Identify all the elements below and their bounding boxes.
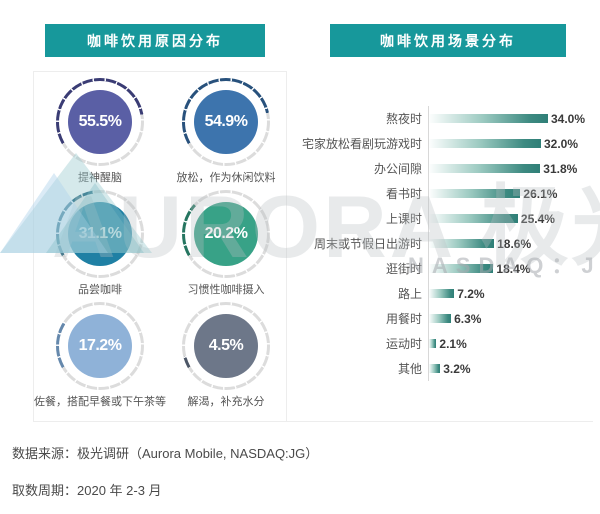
gauge-item: 55.5% 提神醒脑 <box>34 78 166 190</box>
bar-value-label: 18.6% <box>497 236 532 251</box>
reasons-card: 55.5% 提神醒脑 54.9% 放松，作为休闲饮料 31.1% 品尝咖啡 20.2% 习惯性… <box>33 71 287 422</box>
data-period-note: 取数周期：2020 年 2-3 月 <box>12 483 162 498</box>
gauge-item: 20.2% 习惯性咖啡摄入 <box>166 190 286 302</box>
bar-track: 31.8% <box>428 156 598 181</box>
gauge-ring: 54.9% <box>182 78 270 166</box>
gauge-circle: 31.1% <box>68 202 132 266</box>
gauge-label: 佐餐，搭配早餐或下午茶等 <box>34 396 166 408</box>
bar-value-label: 2.1% <box>439 336 467 351</box>
bar-category-label: 办公间隙 <box>373 162 422 176</box>
gauge-label: 品尝咖啡 <box>78 284 122 296</box>
gauge-circle: 4.5% <box>194 314 258 378</box>
gauge-value: 54.9% <box>204 113 248 130</box>
bar-value-label: 7.2% <box>457 286 485 301</box>
bar-row: 用餐时 6.3% <box>300 306 598 331</box>
bar-category-label: 周末或节假日出游时 <box>313 237 422 251</box>
bar-category-label: 其他 <box>397 362 422 376</box>
bar-track: 32.0% <box>428 131 598 156</box>
bar-row: 路上 7.2% <box>300 281 598 306</box>
gauge-label: 提神醒脑 <box>78 172 122 184</box>
gauge-value: 20.2% <box>204 225 248 242</box>
bar-value-label: 18.4% <box>496 261 531 276</box>
bar-track: 26.1% <box>428 181 598 206</box>
bar-category-label: 运动时 <box>385 337 422 351</box>
bar-row: 逛街时 18.4% <box>300 256 598 281</box>
bar-category-label: 路上 <box>397 287 422 301</box>
bar <box>429 339 437 348</box>
bar-row: 办公间隙 31.8% <box>300 156 598 181</box>
bar-track: 18.6% <box>428 231 598 256</box>
bar <box>429 264 494 273</box>
gauge-ring: 55.5% <box>56 78 144 166</box>
gauge-value: 17.2% <box>78 337 122 354</box>
gauge-circle: 54.9% <box>194 90 258 154</box>
bar-category-label: 看书时 <box>385 187 422 201</box>
bar <box>429 189 521 198</box>
gauge-label: 放松，作为休闲饮料 <box>176 172 276 184</box>
bar-category-label: 用餐时 <box>385 312 422 326</box>
gauge-circle: 20.2% <box>194 202 258 266</box>
data-source-note: 数据来源：极光调研（Aurora Mobile, NASDAQ:JG） <box>12 446 319 461</box>
bar <box>429 164 541 173</box>
bar-value-label: 26.1% <box>523 186 558 201</box>
bar-row: 周末或节假日出游时 18.6% <box>300 231 598 256</box>
right-panel-header: 咖啡饮用场景分布 <box>330 24 566 57</box>
gauge-ring: 4.5% <box>182 302 270 390</box>
scenes-bar-chart: 熬夜时 34.0% 宅家放松看剧玩游戏时 32.0% 办公间隙 31.8% 看书时 26.1%… <box>300 106 598 381</box>
bar-row: 其他 3.2% <box>300 356 598 381</box>
bar-row: 看书时 26.1% <box>300 181 598 206</box>
bar-row: 熬夜时 34.0% <box>300 106 598 131</box>
gauge-item: 17.2% 佐餐，搭配早餐或下午茶等 <box>34 302 166 414</box>
bar <box>429 139 541 148</box>
bar-category-label: 逛街时 <box>385 262 422 276</box>
bar-track: 7.2% <box>428 281 598 306</box>
bar-value-label: 32.0% <box>544 136 579 151</box>
gauge-item: 54.9% 放松，作为休闲饮料 <box>166 78 286 190</box>
bar-category-label: 宅家放松看剧玩游戏时 <box>301 137 422 151</box>
bar-row: 上课时 25.4% <box>300 206 598 231</box>
divider <box>287 421 593 422</box>
gauge-circle: 17.2% <box>68 314 132 378</box>
bar-track: 18.4% <box>428 256 598 281</box>
gauge-ring: 20.2% <box>182 190 270 278</box>
gauge-value: 31.1% <box>78 225 122 242</box>
bar-row: 运动时 2.1% <box>300 331 598 356</box>
bar <box>429 289 455 298</box>
bar-value-label: 34.0% <box>551 111 586 126</box>
bar-value-label: 31.8% <box>543 161 578 176</box>
gauges-grid: 55.5% 提神醒脑 54.9% 放松，作为休闲饮料 31.1% 品尝咖啡 20.2% 习惯性… <box>34 72 286 414</box>
bar-row: 宅家放松看剧玩游戏时 32.0% <box>300 131 598 156</box>
left-panel-title: 咖啡饮用原因分布 <box>87 32 223 49</box>
bar <box>429 239 495 248</box>
bar <box>429 314 452 323</box>
bar-track: 34.0% <box>428 106 598 131</box>
gauge-item: 4.5% 解渴，补充水分 <box>166 302 286 414</box>
gauge-value: 55.5% <box>78 113 122 130</box>
gauge-label: 解渴，补充水分 <box>187 396 265 408</box>
gauge-ring: 31.1% <box>56 190 144 278</box>
bar <box>429 114 548 123</box>
bar-track: 3.2% <box>428 356 598 381</box>
gauge-value: 4.5% <box>208 337 244 354</box>
bar-value-label: 6.3% <box>454 311 482 326</box>
bar <box>429 364 441 373</box>
left-panel-header: 咖啡饮用原因分布 <box>45 24 265 57</box>
right-panel-title: 咖啡饮用场景分布 <box>380 32 516 49</box>
bar <box>429 214 518 223</box>
gauge-ring: 17.2% <box>56 302 144 390</box>
gauge-label: 习惯性咖啡摄入 <box>187 284 265 296</box>
bar-category-label: 熬夜时 <box>385 112 422 126</box>
bar-track: 2.1% <box>428 331 598 356</box>
bar-value-label: 25.4% <box>520 211 555 226</box>
gauge-item: 31.1% 品尝咖啡 <box>34 190 166 302</box>
bar-track: 25.4% <box>428 206 598 231</box>
bar-track: 6.3% <box>428 306 598 331</box>
bar-value-label: 3.2% <box>443 361 471 376</box>
bar-category-label: 上课时 <box>385 212 422 226</box>
gauge-circle: 55.5% <box>68 90 132 154</box>
